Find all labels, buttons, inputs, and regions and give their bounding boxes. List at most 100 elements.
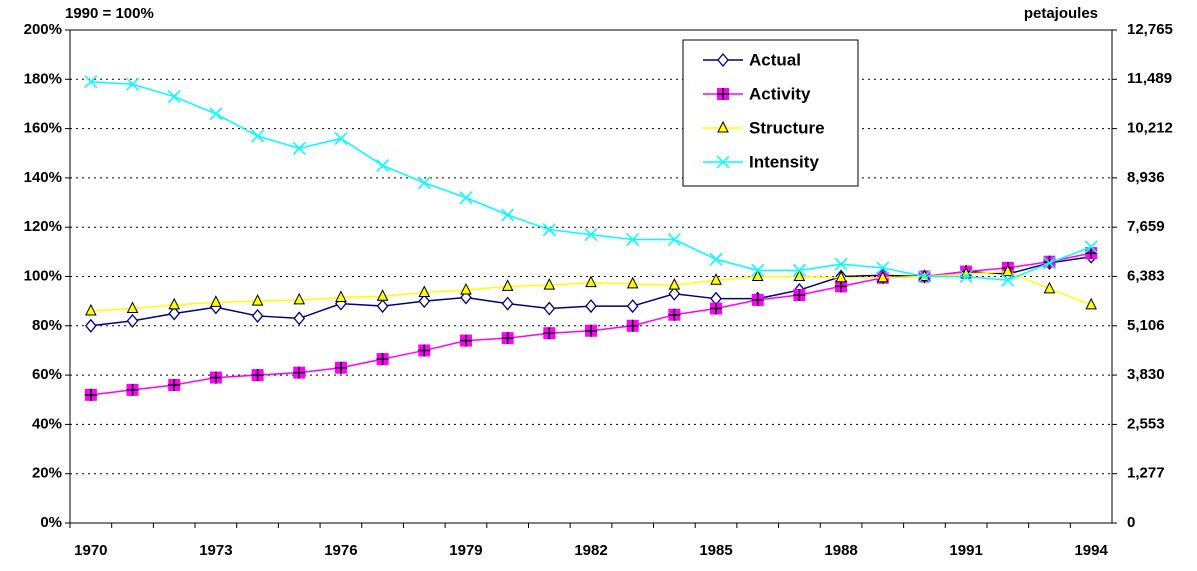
y-axis-label: 1990 = 100% bbox=[65, 5, 154, 22]
y-tick-label: 200% bbox=[24, 21, 62, 38]
point bbox=[626, 319, 639, 332]
point bbox=[543, 301, 556, 316]
y2-tick-label: 0 bbox=[1127, 514, 1135, 531]
point bbox=[1001, 273, 1015, 287]
y2-tick-label: 1,277 bbox=[1127, 465, 1165, 482]
legend-label: Intensity bbox=[749, 152, 819, 171]
point bbox=[716, 155, 730, 169]
point bbox=[668, 308, 681, 321]
point-cross bbox=[751, 293, 764, 306]
point bbox=[167, 90, 181, 104]
point bbox=[168, 306, 181, 321]
point bbox=[126, 313, 139, 328]
point-cross bbox=[293, 366, 306, 379]
y-tick-label: 180% bbox=[24, 70, 62, 87]
point bbox=[667, 232, 681, 247]
legend: Actual Activity Structure Intensity bbox=[682, 39, 859, 187]
series-line bbox=[90, 252, 1092, 396]
y-tick-label: 120% bbox=[24, 218, 62, 235]
point bbox=[293, 311, 306, 326]
point bbox=[751, 269, 764, 281]
point-cross bbox=[251, 369, 264, 382]
point bbox=[210, 295, 222, 307]
point bbox=[751, 263, 765, 277]
point bbox=[585, 275, 597, 288]
y-tick-label: 80% bbox=[32, 317, 62, 334]
x-tick-label: 1979 bbox=[449, 542, 482, 559]
point bbox=[834, 257, 848, 271]
point bbox=[126, 383, 139, 396]
point bbox=[335, 290, 347, 302]
point bbox=[792, 263, 806, 277]
point bbox=[84, 75, 98, 89]
point-cross bbox=[668, 308, 681, 321]
point-cross bbox=[418, 344, 431, 357]
point bbox=[168, 297, 181, 310]
point bbox=[251, 294, 264, 306]
x-tick-label: 1973 bbox=[199, 542, 232, 559]
x-tick-label: 1970 bbox=[74, 542, 107, 559]
y2-tick-label: 8,936 bbox=[1127, 169, 1165, 186]
point bbox=[418, 344, 431, 357]
y2-tick-label: 10,212 bbox=[1127, 120, 1173, 137]
point bbox=[710, 302, 723, 315]
point bbox=[717, 88, 729, 100]
legend-label: Actual bbox=[749, 50, 801, 69]
point bbox=[584, 228, 598, 242]
point bbox=[751, 293, 764, 306]
legend-label: Activity bbox=[749, 84, 811, 103]
point bbox=[710, 273, 722, 285]
y-tick-label: 160% bbox=[24, 120, 62, 137]
point-cross bbox=[835, 280, 848, 293]
y-tick-label: 20% bbox=[32, 465, 62, 482]
point bbox=[209, 371, 222, 384]
point bbox=[959, 269, 973, 284]
point bbox=[460, 282, 472, 295]
point bbox=[85, 303, 97, 316]
point bbox=[376, 353, 389, 366]
point bbox=[376, 159, 390, 173]
point bbox=[376, 289, 389, 301]
point bbox=[1043, 281, 1056, 294]
point-cross bbox=[585, 324, 597, 337]
point-cross bbox=[334, 361, 347, 374]
point bbox=[84, 318, 97, 333]
point-cross bbox=[717, 88, 729, 100]
point bbox=[717, 52, 729, 68]
point bbox=[542, 223, 556, 237]
point bbox=[292, 141, 306, 155]
point bbox=[293, 292, 306, 305]
point bbox=[668, 286, 681, 301]
point bbox=[251, 129, 265, 143]
point-cross bbox=[626, 319, 639, 332]
point bbox=[251, 369, 264, 382]
point-cross bbox=[459, 334, 472, 347]
point bbox=[793, 269, 806, 281]
point bbox=[125, 77, 140, 91]
y2-tick-label: 12,765 bbox=[1127, 21, 1173, 38]
point bbox=[1085, 297, 1097, 310]
point bbox=[835, 270, 847, 283]
point bbox=[417, 176, 431, 190]
point bbox=[876, 270, 889, 283]
y2-axis-label: petajoules bbox=[1024, 5, 1098, 22]
point-cross bbox=[126, 383, 139, 396]
point bbox=[501, 332, 514, 345]
point bbox=[585, 324, 597, 337]
x-tick-label: 1994 bbox=[1074, 542, 1108, 559]
x-tick-label: 1982 bbox=[574, 542, 607, 559]
y2-tick-label: 5,106 bbox=[1127, 317, 1165, 334]
series-line bbox=[90, 256, 1092, 327]
point bbox=[626, 299, 639, 314]
y2-tick-label: 7,659 bbox=[1127, 218, 1165, 235]
x-tick-label: 1976 bbox=[324, 542, 357, 559]
point bbox=[835, 280, 848, 293]
point bbox=[251, 308, 264, 323]
point-cross bbox=[209, 371, 222, 384]
series-line bbox=[90, 81, 1092, 281]
point bbox=[1001, 264, 1014, 277]
point bbox=[459, 191, 473, 205]
y-tick-label: 140% bbox=[24, 169, 62, 186]
point-cross bbox=[710, 302, 723, 315]
y2-tick-label: 6,383 bbox=[1127, 267, 1165, 284]
